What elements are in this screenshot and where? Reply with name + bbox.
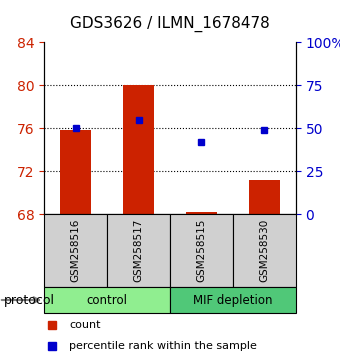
Bar <box>233 214 296 287</box>
Bar <box>249 180 280 214</box>
Text: count: count <box>69 320 101 330</box>
Bar <box>170 287 296 313</box>
Text: GSM258517: GSM258517 <box>134 219 143 282</box>
Bar <box>186 212 217 214</box>
Text: control: control <box>87 293 128 307</box>
Bar <box>44 214 107 287</box>
Bar <box>44 287 170 313</box>
Text: protocol: protocol <box>3 293 54 307</box>
Text: MIF depletion: MIF depletion <box>193 293 273 307</box>
Text: GDS3626 / ILMN_1678478: GDS3626 / ILMN_1678478 <box>70 16 270 32</box>
Bar <box>107 214 170 287</box>
Text: percentile rank within the sample: percentile rank within the sample <box>69 341 257 352</box>
Bar <box>123 85 154 214</box>
Text: GSM258530: GSM258530 <box>259 219 269 282</box>
Bar <box>60 131 91 214</box>
Bar <box>170 214 233 287</box>
Text: GSM258516: GSM258516 <box>71 219 81 282</box>
Text: GSM258515: GSM258515 <box>197 219 206 282</box>
